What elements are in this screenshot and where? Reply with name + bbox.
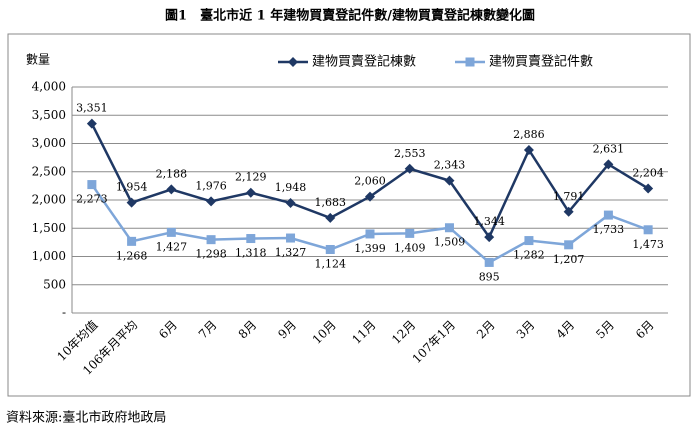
point (643, 183, 654, 194)
source-note: 資料來源:臺北市政府地政局 (6, 410, 166, 426)
point (524, 236, 534, 246)
point (404, 163, 415, 174)
point (87, 180, 97, 190)
chart-frame (7, 33, 691, 397)
data-label: 2,631 (593, 142, 625, 155)
y-tick-label: 1,500 (32, 221, 66, 235)
data-label: 2,129 (235, 171, 267, 184)
point (603, 159, 614, 170)
y-tick-label: 2,000 (32, 193, 66, 207)
y-tick-label: 3,000 (32, 136, 66, 150)
data-label: 1,124 (315, 257, 347, 270)
point (286, 233, 296, 243)
y-tick-label: 500 (43, 277, 66, 291)
data-label: 3,351 (76, 102, 108, 115)
point (484, 232, 495, 243)
x-tick-label: 6月 (156, 318, 180, 342)
data-label: 1,207 (553, 253, 585, 266)
data-label: 1,268 (116, 249, 148, 262)
x-tick-label: 12月 (389, 318, 418, 347)
legend-label: 建物買賣登記件數 (489, 54, 593, 70)
data-label: 2,886 (513, 128, 545, 141)
point (166, 184, 177, 195)
chart-title: 圖1 臺北市近 1 年建物買賣登記件數/建物買賣登記棟數變化圖 (165, 8, 535, 24)
point (564, 240, 574, 250)
y-axis-label: 數量 (26, 53, 50, 67)
point (127, 236, 137, 246)
x-tick-label: 10月 (310, 318, 339, 347)
data-label: 1,344 (473, 215, 505, 228)
point (444, 223, 454, 233)
point (166, 227, 176, 237)
point (245, 187, 256, 198)
point (643, 225, 653, 235)
data-label: 1,683 (315, 196, 347, 209)
point (206, 235, 216, 245)
data-label: 1,427 (156, 240, 188, 253)
point (325, 212, 336, 223)
data-label: 2,204 (632, 166, 664, 179)
data-label: 2,343 (434, 159, 466, 172)
data-label: 1,733 (593, 223, 625, 236)
data-label: 1,948 (275, 181, 307, 194)
point (365, 229, 375, 239)
data-label: 2,273 (76, 193, 108, 206)
point (288, 57, 298, 67)
y-tick-label: 1,000 (32, 249, 66, 263)
point (365, 191, 375, 202)
data-label: 2,553 (394, 147, 426, 160)
data-label: 2,188 (156, 167, 188, 180)
data-label: 1,409 (394, 241, 426, 254)
point (603, 210, 613, 220)
x-tick-label: 8月 (236, 318, 260, 342)
point (206, 196, 217, 207)
data-label: 1,473 (632, 238, 664, 251)
data-label: 1,282 (513, 249, 545, 262)
x-tick-label: 107年1月 (410, 318, 458, 366)
x-tick-label: 2月 (474, 318, 498, 342)
point (86, 118, 97, 129)
y-tick-label: 2,500 (32, 164, 66, 178)
x-tick-label: 7月 (196, 318, 220, 342)
data-label: 1,509 (434, 236, 466, 249)
x-tick-label: 9月 (275, 318, 299, 342)
point (246, 234, 256, 244)
y-tick-label: - (62, 306, 66, 320)
data-label: 1,318 (235, 247, 267, 260)
data-label: 1,327 (275, 246, 307, 259)
data-label: 1,791 (553, 190, 585, 203)
data-label: 2,060 (354, 175, 386, 188)
point (523, 144, 534, 155)
point (405, 228, 415, 238)
data-label: 1,399 (354, 242, 386, 255)
x-tick-label: 11月 (349, 318, 378, 347)
point (325, 244, 335, 254)
legend-label: 建物買賣登記棟數 (312, 54, 416, 70)
point (465, 57, 475, 67)
point (563, 206, 574, 217)
data-label: 1,298 (195, 248, 227, 261)
point (484, 257, 494, 267)
x-tick-label: 3月 (514, 318, 538, 342)
x-tick-label: 6月 (633, 318, 657, 342)
point (444, 175, 455, 186)
x-tick-label: 4月 (553, 318, 577, 342)
data-label: 1,954 (116, 181, 148, 194)
data-label: 895 (479, 270, 500, 283)
data-label: 1,976 (195, 179, 227, 192)
point (126, 197, 137, 208)
y-tick-label: 4,000 (32, 80, 66, 94)
x-tick-label: 5月 (593, 318, 617, 342)
point (285, 197, 296, 208)
y-tick-label: 3,500 (32, 108, 66, 122)
